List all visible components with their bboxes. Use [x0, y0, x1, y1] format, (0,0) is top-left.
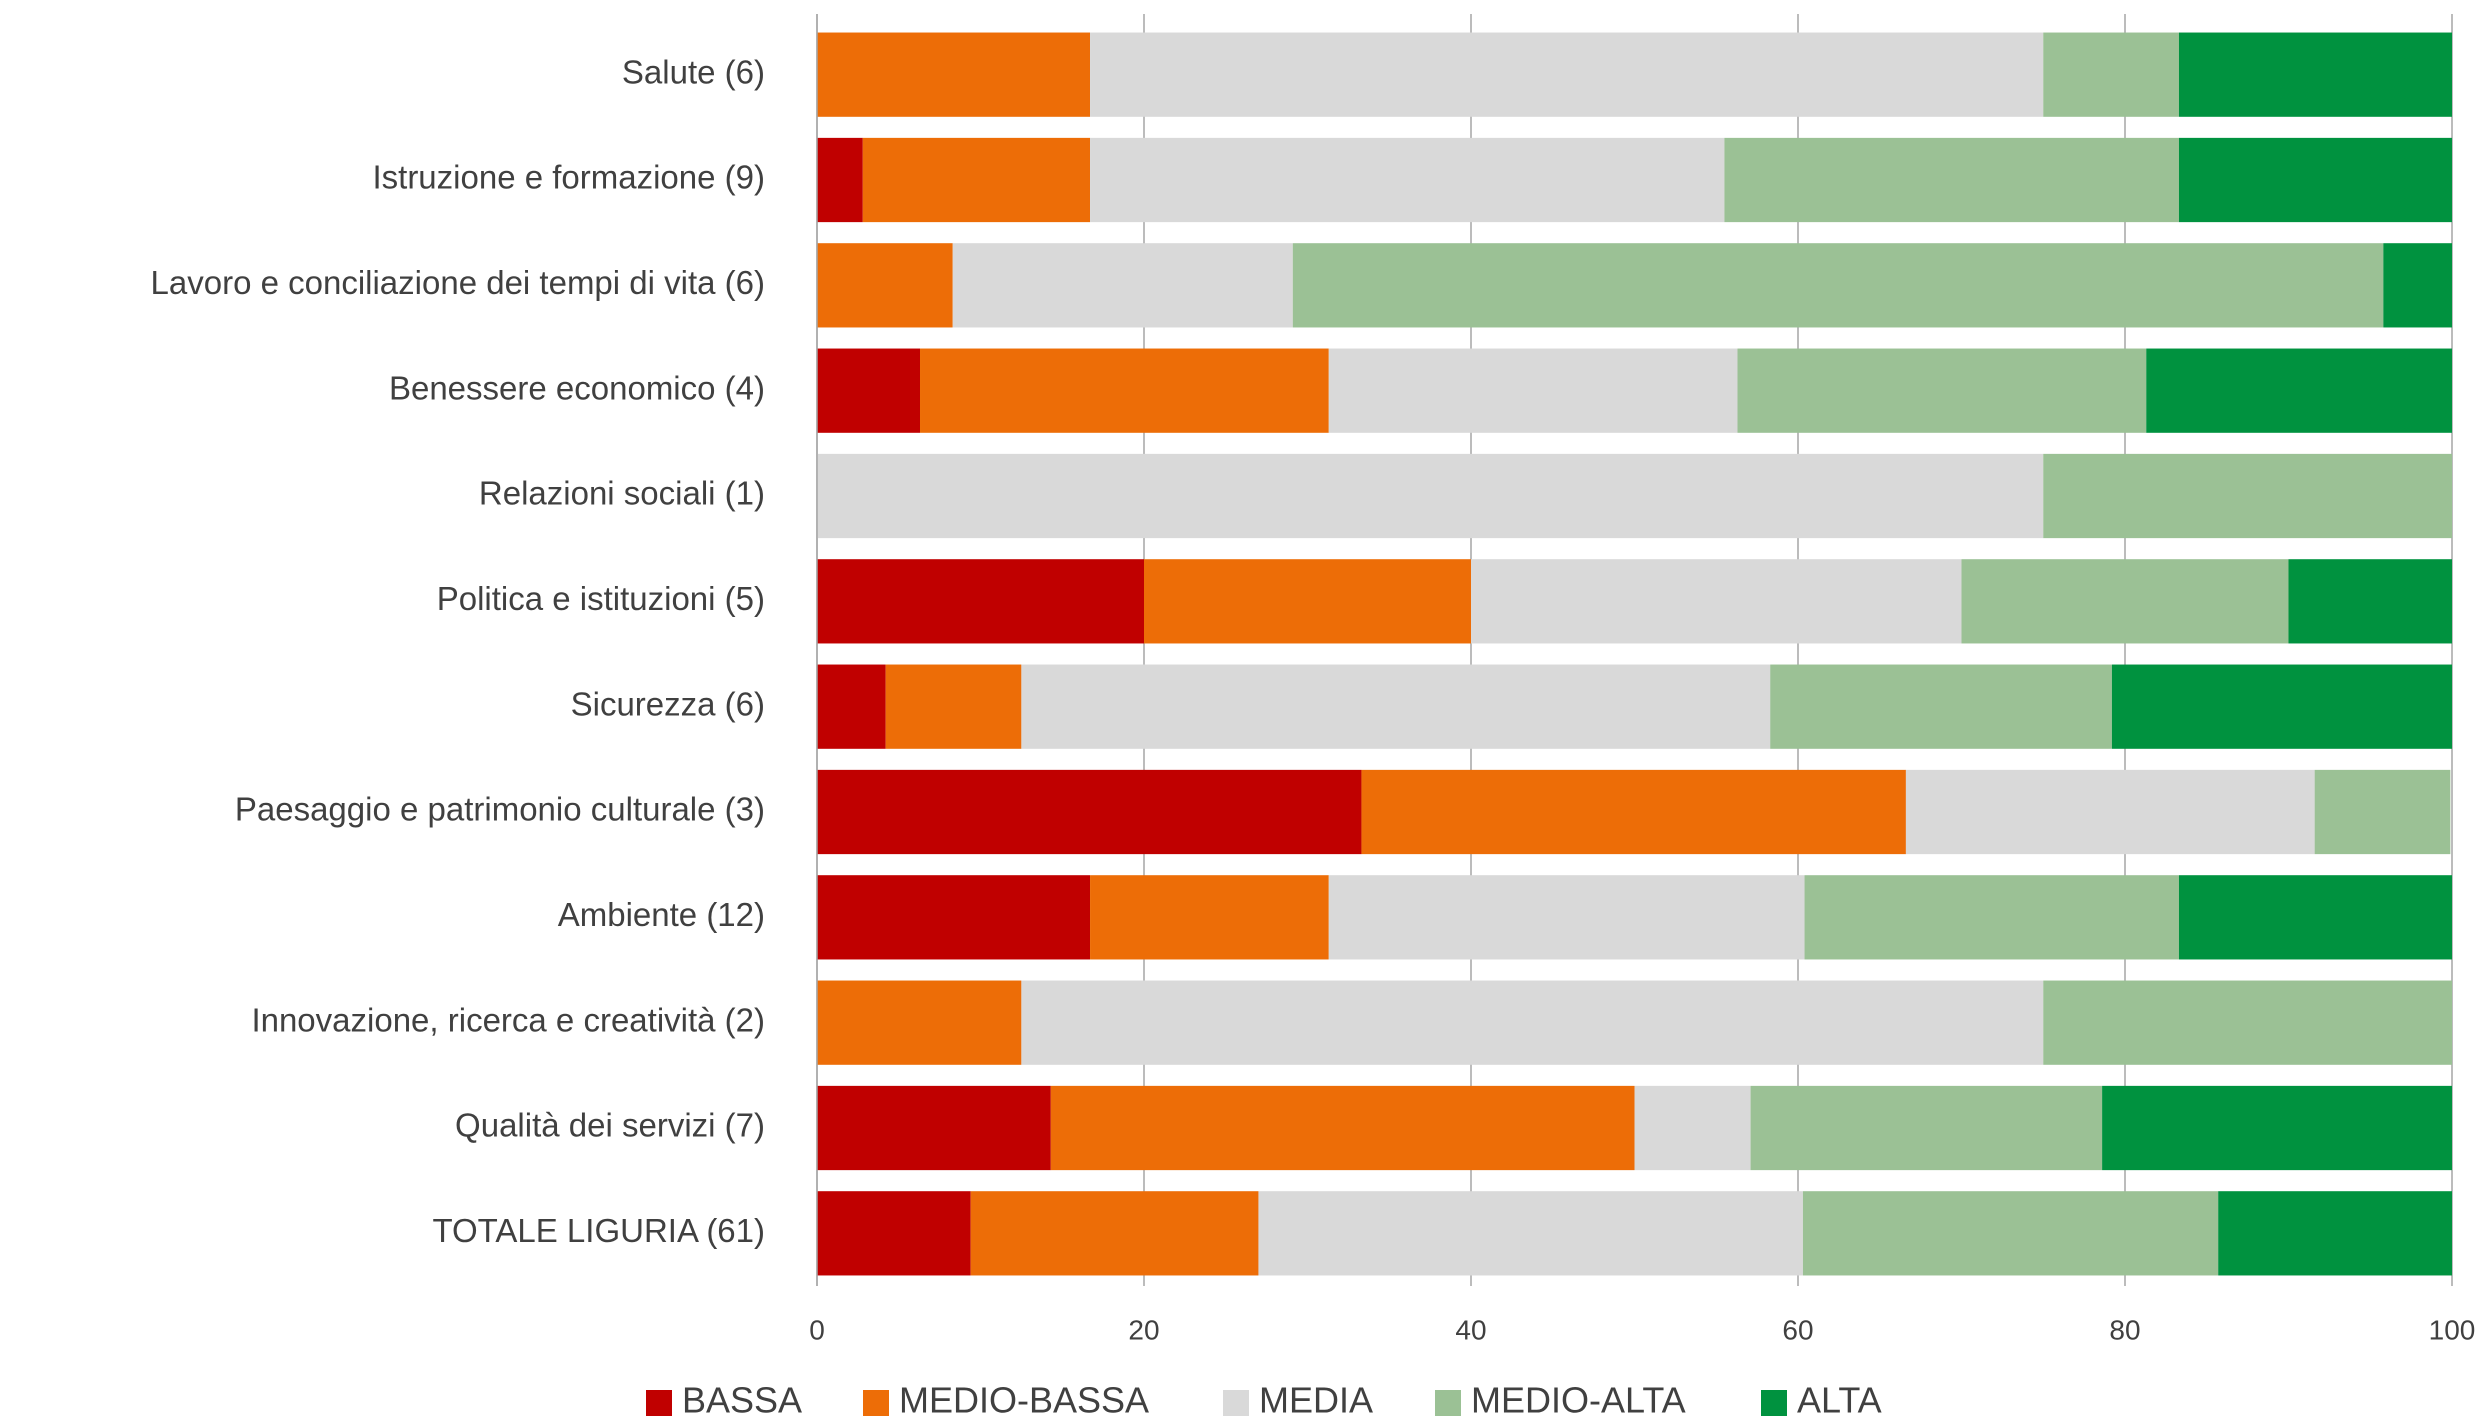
bar-segment: [1258, 1191, 1803, 1276]
bar-segment: [2383, 243, 2452, 328]
y-tick-label: TOTALE LIGURIA (61): [432, 1212, 765, 1249]
legend-label: MEDIO-BASSA: [899, 1380, 1149, 1421]
bar-segment: [2043, 980, 2452, 1065]
y-tick-label: Qualità dei servizi (7): [455, 1107, 765, 1144]
bar-segment: [2288, 559, 2452, 644]
bar-segment: [1770, 664, 2112, 749]
bar-segment: [2043, 32, 2179, 117]
legend-swatch: [646, 1390, 672, 1416]
bar-segment: [2314, 769, 2451, 855]
y-tick-label: Benessere economico (4): [389, 369, 765, 406]
bar-segment: [817, 243, 953, 328]
legend-label: MEDIO-ALTA: [1471, 1380, 1686, 1421]
legend-swatch: [1223, 1390, 1249, 1416]
bar-segment: [862, 137, 1091, 223]
bar-segment: [1144, 559, 1471, 644]
bar-segment: [2146, 348, 2452, 433]
bar-segment: [817, 559, 1144, 644]
bar-segment: [1634, 1085, 1751, 1171]
y-tick-label: Relazioni sociali (1): [479, 475, 765, 512]
x-tick-label: 40: [1455, 1314, 1486, 1345]
bar-segment: [952, 243, 1293, 328]
legend-swatch: [1435, 1390, 1461, 1416]
bar-segment: [817, 769, 1362, 855]
legend-label: BASSA: [682, 1380, 802, 1421]
y-tick-label: Sicurezza (6): [571, 685, 765, 722]
bar-segment: [817, 453, 2044, 539]
bar-segment: [1090, 32, 2044, 117]
bar-segment: [1724, 137, 2179, 223]
bar-segment: [1328, 875, 1805, 960]
y-tick-label: Ambiente (12): [558, 896, 765, 933]
bar-segment: [1328, 348, 1738, 433]
bar-segment: [885, 664, 1022, 749]
bar-segment: [817, 664, 886, 749]
y-tick-label: Innovazione, ricerca e creatività (2): [251, 1001, 765, 1038]
y-tick-label: Lavoro e conciliazione dei tempi di vita…: [151, 264, 765, 301]
bar-segment: [2111, 664, 2452, 749]
bar-segment: [1905, 769, 2315, 855]
y-tick-label: Paesaggio e patrimonio culturale (3): [235, 791, 765, 828]
bar-segment: [920, 348, 1329, 433]
bar-segment: [1750, 1085, 2103, 1171]
bar-segment: [1961, 559, 2289, 644]
bar-segment: [817, 348, 921, 433]
bar-segment: [2178, 875, 2452, 960]
bar-segment: [2178, 32, 2452, 117]
bar-segment: [817, 980, 1022, 1065]
bar-segment: [817, 1085, 1051, 1171]
bar-segment: [817, 875, 1091, 960]
x-tick-label: 100: [2429, 1314, 2476, 1345]
bar-segment: [2178, 137, 2452, 223]
bar-segment: [1292, 243, 2384, 328]
y-tick-label: Politica e istituzioni (5): [437, 580, 765, 617]
bar-segment: [1050, 1085, 1635, 1171]
bar-segment: [1471, 559, 1962, 644]
y-tick-label: Salute (6): [622, 53, 765, 90]
bar-segment: [970, 1191, 1259, 1276]
bar-segment: [1802, 1191, 2219, 1276]
y-tick-label: Istruzione e formazione (9): [372, 159, 765, 196]
x-tick-label: 0: [809, 1314, 825, 1345]
bar-segment: [1804, 875, 2179, 960]
bar-segment: [2218, 1191, 2452, 1276]
bar-segment: [1737, 348, 2147, 433]
bar-segment: [1021, 980, 2044, 1065]
bar-segment: [817, 1191, 971, 1276]
bar-segment: [1361, 769, 1906, 855]
bar-segment: [2043, 453, 2452, 539]
x-tick-label: 60: [1782, 1314, 1813, 1345]
bar-segment: [1021, 664, 1771, 749]
legend-label: MEDIA: [1259, 1380, 1373, 1421]
legend-swatch: [1761, 1390, 1787, 1416]
legend-label: ALTA: [1797, 1380, 1882, 1421]
bar-segment: [1090, 137, 1725, 223]
bar-segment: [2102, 1085, 2452, 1171]
bar-segment: [1090, 875, 1329, 960]
bar-segment: [817, 137, 863, 223]
x-tick-label: 80: [2109, 1314, 2140, 1345]
x-tick-label: 20: [1128, 1314, 1159, 1345]
legend-swatch: [863, 1390, 889, 1416]
bar-segment: [817, 32, 1091, 117]
